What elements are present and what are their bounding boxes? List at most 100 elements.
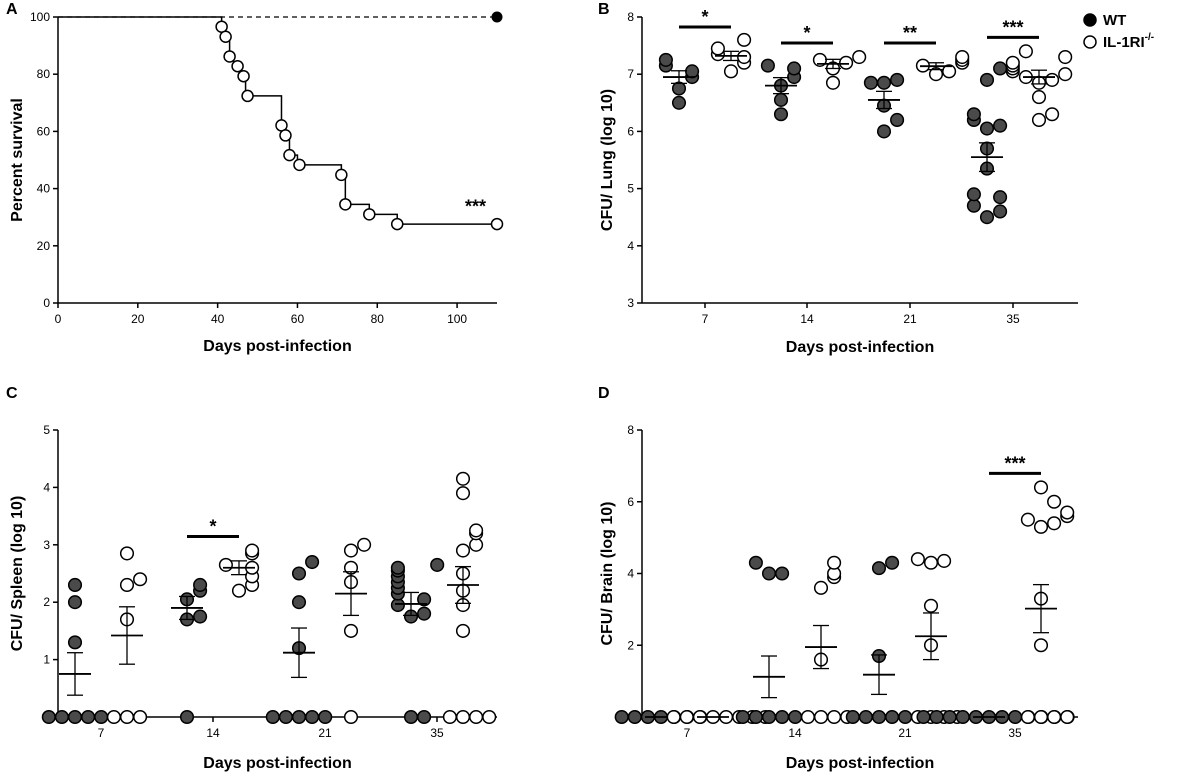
wt-survival-point (491, 11, 503, 23)
wt-data-point (773, 107, 789, 122)
il1ri-survival-point (279, 129, 292, 142)
wt-data-point (993, 190, 1008, 205)
wt-data-point (1008, 709, 1023, 725)
il1ri-data-point (482, 709, 497, 725)
wt-data-point (291, 709, 307, 725)
y-tick-label: 8 (627, 423, 634, 437)
y-tick-label: 60 (37, 124, 51, 138)
y-tick-label: 0 (43, 296, 50, 310)
il1ri-data-point (852, 49, 867, 65)
panel-a-letter: A (6, 1, 18, 18)
y-tick-label: 2 (43, 595, 50, 609)
il1ri-data-point (813, 580, 829, 595)
y-tick-label: 8 (627, 10, 634, 24)
panel-b-lung-cfu-chart: B 3 4 5 6 7 8 Days post-infection CFU/ Lung (log… (598, 1, 1078, 356)
il1ri-data-point (827, 709, 842, 725)
wt-data-point (761, 566, 777, 581)
legend: WT IL-1RI-/- (1083, 12, 1154, 51)
il1ri-data-point (923, 555, 939, 570)
il1ri-data-point (343, 709, 359, 725)
y-axis-title: Percent survival (9, 98, 26, 222)
wt-data-point (417, 606, 432, 621)
wt-data-point (685, 64, 700, 79)
il1ri-survival-point (293, 158, 306, 172)
wt-data-point (67, 635, 83, 650)
wt-data-point (863, 75, 878, 90)
wt-data-point (67, 595, 83, 610)
il1ri-data-point (723, 64, 739, 79)
wt-data-point (885, 709, 900, 725)
x-tick-label: 21 (898, 726, 912, 740)
wt-data-point (390, 560, 405, 575)
significance-marker: ** (903, 23, 917, 43)
il1ri-data-point (1047, 494, 1062, 509)
wt-data-point (318, 709, 333, 725)
legend-ko-marker (1083, 35, 1097, 49)
wt-data-point (775, 566, 790, 581)
wt-data-point (760, 58, 775, 73)
wt-data-point (658, 52, 673, 67)
il1ri-survival-point (490, 217, 504, 231)
wt-data-point (305, 709, 320, 725)
wt-data-point (671, 95, 687, 110)
y-tick-label: 80 (37, 67, 51, 81)
wt-data-point (291, 595, 307, 610)
wt-data-point (890, 72, 905, 87)
x-axis-title: Days post-infection (203, 338, 351, 355)
y-axis-title: CFU/ Spleen (log 10) (9, 496, 26, 652)
il1ri-data-point (1060, 505, 1075, 520)
il1ri-data-point (825, 75, 841, 90)
il1ri-data-point (1018, 44, 1033, 59)
il1ri-data-point (1033, 480, 1049, 495)
il1ri-data-point (923, 598, 939, 613)
wt-data-point (775, 709, 790, 725)
wt-data-point (671, 81, 687, 96)
panel-letter: B (598, 1, 610, 18)
il1ri-survival-point (390, 217, 404, 231)
il1ri-data-point (119, 709, 135, 725)
wt-data-point (966, 187, 981, 202)
il1ri-data-point (937, 553, 952, 568)
wt-data-point (627, 709, 642, 725)
wt-data-point (871, 561, 887, 576)
x-axis-title: Days post-infection (786, 755, 934, 772)
x-tick-label: 35 (430, 726, 444, 740)
il1ri-survival-point (283, 148, 296, 162)
il1ri-data-point (839, 55, 854, 70)
x-tick-label: 35 (1006, 312, 1020, 326)
wt-data-point (179, 709, 195, 725)
il1ri-data-point (1045, 72, 1060, 87)
wt-data-point (979, 121, 995, 136)
il1ri-data-point (737, 49, 752, 65)
il1ri-data-point (1031, 112, 1047, 128)
wt-data-point (403, 709, 419, 725)
il1ri-data-point (737, 32, 752, 47)
il1ri-data-point (679, 709, 694, 725)
wt-data-point (871, 709, 887, 725)
y-tick-label: 3 (627, 296, 634, 310)
wt-data-point (942, 709, 957, 725)
wt-data-point (193, 577, 208, 593)
panel-letter: D (598, 385, 610, 402)
x-tick-label: 100 (447, 312, 467, 326)
il1ri-data-point (133, 572, 148, 587)
significance-marker: * (803, 23, 810, 43)
wt-data-point (845, 709, 860, 725)
x-axis-title: Days post-infection (786, 339, 934, 356)
x-tick-label: 40 (211, 312, 225, 326)
wt-data-point (916, 709, 931, 725)
il1ri-data-point (119, 577, 135, 593)
il1ri-data-point (245, 543, 260, 558)
wt-data-point (67, 577, 83, 593)
y-tick-label: 4 (627, 239, 634, 253)
il1ri-data-point (469, 537, 484, 552)
il1ri-data-point (955, 49, 970, 65)
il1ri-data-point (455, 486, 471, 501)
wt-data-point (979, 210, 995, 225)
significance-marker: *** (465, 197, 486, 217)
wt-data-point (265, 709, 280, 725)
wt-data-point (773, 92, 789, 107)
significance-marker: * (701, 7, 708, 27)
il1ri-data-point (1058, 67, 1073, 82)
x-tick-label: 7 (684, 726, 691, 740)
